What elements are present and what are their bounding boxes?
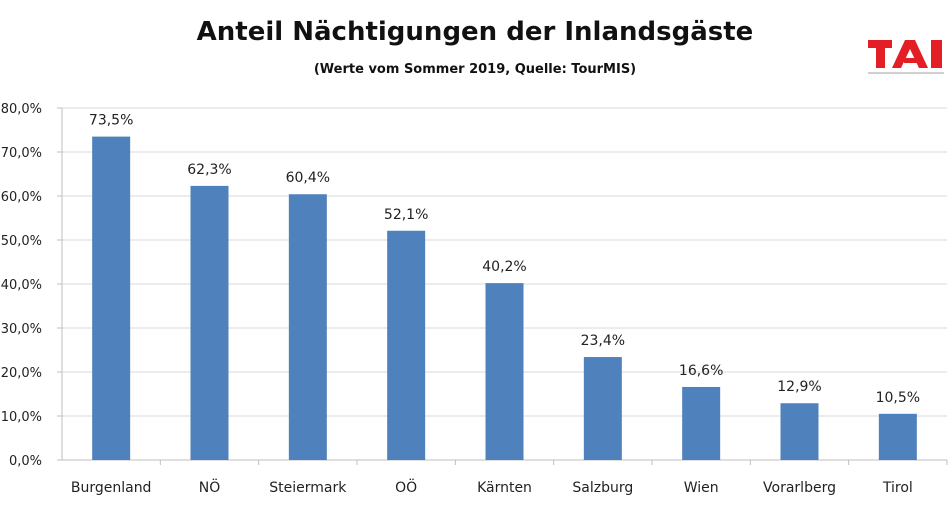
logo-a-bar <box>904 58 917 63</box>
y-tick-label: 70,0% <box>1 146 42 161</box>
tai-logo-shapes <box>868 40 944 74</box>
bar <box>288 194 327 461</box>
bar <box>583 357 622 460</box>
data-label: 62,3% <box>187 162 231 178</box>
x-tick-label: Steiermark <box>269 480 347 496</box>
y-tick-label: 50,0% <box>1 234 42 249</box>
x-tick-label: NÖ <box>199 478 221 496</box>
y-axis-ticks: 0,0% 10,0% 20,0% 30,0% 40,0% 50,0% 60,0% 70,0% 8… <box>1 102 42 469</box>
data-label: 40,2% <box>482 259 526 275</box>
y-tick-label: 60,0% <box>1 190 42 205</box>
bar <box>682 386 721 460</box>
bar <box>92 136 131 460</box>
bar <box>387 230 426 460</box>
bar <box>485 283 524 460</box>
chart-title: Anteil Nächtigungen der Inlandsgäste <box>196 17 754 47</box>
data-label: 12,9% <box>777 379 821 395</box>
x-tick-label: Kärnten <box>477 480 532 496</box>
logo-t-stem <box>876 40 885 68</box>
logo-i <box>931 40 942 68</box>
y-tick-label: 10,0% <box>1 410 42 425</box>
data-label: 73,5% <box>89 113 133 129</box>
logo-a <box>892 40 928 68</box>
x-tick-label: Salzburg <box>572 480 633 496</box>
bar <box>190 185 229 460</box>
x-tick-label: OÖ <box>395 478 417 496</box>
data-label: 60,4% <box>286 170 330 186</box>
y-tick-label: 20,0% <box>1 366 42 381</box>
data-label: 10,5% <box>876 390 920 406</box>
y-tick-label: 0,0% <box>9 454 42 469</box>
tai-logo <box>868 40 944 74</box>
chart-subtitle: (Werte vom Sommer 2019, Quelle: TourMIS) <box>313 62 637 77</box>
x-axis-ticks: Burgenland NÖ Steiermark OÖ Kärnten Salzburg W… <box>71 478 913 496</box>
bars <box>92 136 917 461</box>
x-tick-label: Wien <box>684 480 719 496</box>
data-labels: 73,5% 62,3% 60,4% 52,1% 40,2% 23,4% 16,6% 12,9%… <box>89 113 920 406</box>
x-tick-label: Vorarlberg <box>763 480 836 496</box>
data-label: 23,4% <box>581 333 625 349</box>
bar <box>780 403 819 460</box>
bar <box>878 413 917 460</box>
x-tick-label: Tirol <box>882 480 913 496</box>
y-tick-label: 80,0% <box>1 102 42 117</box>
y-tick-label: 30,0% <box>1 322 42 337</box>
data-label: 52,1% <box>384 207 428 223</box>
logo-tagline <box>868 72 944 74</box>
data-label: 16,6% <box>679 363 723 379</box>
x-tick-label: Burgenland <box>71 480 152 496</box>
y-tick-label: 40,0% <box>1 278 42 293</box>
